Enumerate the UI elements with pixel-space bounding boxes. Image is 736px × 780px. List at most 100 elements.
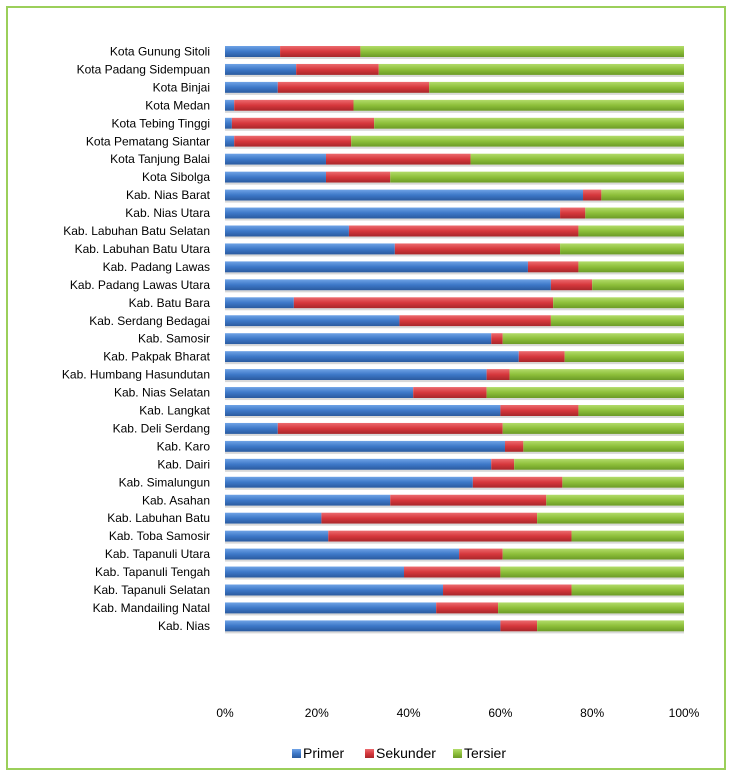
- category-label-kab-labuhan-batu: Kab. Labuhan Batu: [107, 511, 210, 525]
- category-label-kab-simalungun: Kab. Simalungun: [119, 475, 210, 489]
- bar-primer-kab-nias-barat: [225, 189, 584, 201]
- bar-shadow-kota-tebing-tinggi: [225, 128, 684, 131]
- bar-shadow-kab-tapanuli-tengah: [225, 577, 684, 580]
- chart-frame: Kota Gunung Sitoli Kota Padang Sidempuan K…: [6, 6, 726, 770]
- bar-tersier-kab-mandailing-natal: [498, 602, 685, 614]
- bar-primer-kota-sibolga: [225, 171, 326, 183]
- category-label-kab-padang-lawas: Kab. Padang Lawas: [103, 260, 210, 274]
- bar-shadow-kab-padang-lawas: [225, 272, 684, 275]
- category-label-kab-samosir: Kab. Samosir: [138, 332, 210, 346]
- legend-label-sekunder: Sekunder: [376, 745, 436, 761]
- bar-sekunder-kab-labuhan-batu-selatan: [348, 225, 579, 237]
- bar-primer-kota-tanjung-balai: [225, 153, 326, 165]
- bar-shadow-kab-dairi: [225, 469, 684, 472]
- bar-shadow-kab-labuhan-batu-selatan: [225, 236, 684, 239]
- x-tick-20-pct: 20%: [305, 706, 329, 720]
- bar-tersier-kab-tapanuli-selatan: [571, 584, 684, 596]
- category-label-kab-serdang-bedagai: Kab. Serdang Bedagai: [89, 314, 210, 328]
- bar-sekunder-kab-humbang-hasundutan: [486, 369, 510, 381]
- bar-shadow-kota-padang-sidempuan: [225, 74, 684, 77]
- category-label-kab-dairi: Kab. Dairi: [157, 457, 210, 471]
- category-label-kota-tebing-tinggi: Kota Tebing Tinggi: [111, 116, 210, 130]
- bar-shadow-kab-nias: [225, 631, 684, 634]
- bar-sekunder-kota-pematang-siantar: [234, 135, 352, 147]
- bar-shadow-kota-tanjung-balai: [225, 164, 684, 167]
- bar-tersier-kab-labuhan-batu: [537, 512, 684, 524]
- bar-primer-kota-binjai: [225, 81, 278, 93]
- bar-sekunder-kab-asahan: [390, 494, 547, 506]
- category-label-kab-nias-selatan: Kab. Nias Selatan: [114, 386, 210, 400]
- bar-primer-kab-padang-lawas-utara: [225, 279, 551, 291]
- bar-sekunder-kab-padang-lawas-utara: [550, 279, 593, 291]
- category-label-kota-pematang-siantar: Kota Pematang Siantar: [86, 134, 210, 148]
- category-label-kota-gunung-sitoli: Kota Gunung Sitoli: [110, 45, 210, 59]
- bar-shadow-kab-nias-barat: [225, 200, 684, 203]
- bar-tersier-kab-labuhan-batu-selatan: [578, 225, 684, 237]
- bar-tersier-kota-gunung-sitoli: [360, 46, 684, 57]
- bar-shadow-kab-batu-bara: [225, 308, 684, 311]
- bar-primer-kab-batu-bara: [225, 297, 294, 309]
- bar-sekunder-kab-nias: [500, 620, 538, 632]
- legend-swatch-primer: [292, 749, 301, 758]
- bar-primer-kab-samosir: [225, 333, 492, 345]
- bar-sekunder-kota-tebing-tinggi: [231, 117, 375, 129]
- bar-shadow-kab-samosir: [225, 344, 684, 347]
- bar-tersier-kab-simalungun: [562, 476, 685, 488]
- category-label-kota-tanjung-balai: Kota Tanjung Balai: [110, 152, 210, 166]
- bar-sekunder-kab-labuhan-batu-utara: [394, 243, 561, 255]
- x-tick-80-pct: 80%: [580, 706, 604, 720]
- bar-tersier-kab-tapanuli-tengah: [500, 566, 684, 578]
- category-label-kab-toba-samosir: Kab. Toba Samosir: [109, 529, 210, 543]
- bar-shadow-kab-langkat: [225, 416, 684, 418]
- bar-primer-kab-labuhan-batu: [225, 512, 322, 524]
- bar-sekunder-kab-samosir: [491, 333, 503, 345]
- bar-shadow-kab-mandailing-natal: [225, 613, 684, 616]
- bar-sekunder-kota-sibolga: [325, 171, 391, 183]
- bar-tersier-kota-padang-sidempuan: [378, 63, 684, 75]
- category-label-kab-deli-serdang: Kab. Deli Serdang: [113, 421, 210, 435]
- bar-shadow-kab-nias-selatan: [225, 398, 684, 401]
- bar-primer-kab-tapanuli-selatan: [225, 584, 444, 596]
- bar-shadow-kab-nias-utara: [225, 218, 684, 221]
- bar-tersier-kota-tanjung-balai: [470, 153, 685, 165]
- bar-sekunder-kab-labuhan-batu: [321, 512, 538, 524]
- category-label-kab-nias-utara: Kab. Nias Utara: [125, 206, 210, 220]
- bar-tersier-kab-asahan: [546, 494, 684, 506]
- category-label-kab-asahan: Kab. Asahan: [142, 493, 210, 507]
- bar-primer-kab-nias-utara: [225, 207, 561, 219]
- bar-primer-kab-asahan: [225, 494, 391, 506]
- bar-shadow-kab-karo: [225, 451, 684, 454]
- category-label-kota-sibolga: Kota Sibolga: [142, 170, 210, 184]
- bar-primer-kab-tapanuli-utara: [225, 548, 460, 560]
- bar-sekunder-kab-pakpak-bharat: [518, 351, 565, 363]
- bar-tersier-kab-nias-utara: [585, 207, 684, 219]
- bar-shadow-kab-asahan: [225, 505, 684, 508]
- bar-tersier-kab-labuhan-batu-utara: [560, 243, 684, 255]
- bar-sekunder-kab-tapanuli-selatan: [443, 584, 572, 596]
- bar-shadow-kab-serdang-bedagai: [225, 326, 684, 329]
- bar-primer-kab-simalungun: [225, 476, 473, 488]
- bar-primer-kab-karo: [225, 440, 505, 452]
- bar-primer-kab-tapanuli-tengah: [225, 566, 405, 578]
- bar-tersier-kab-batu-bara: [553, 297, 684, 309]
- category-label-kab-nias: Kab. Nias: [158, 619, 210, 633]
- bar-shadow-kab-labuhan-batu: [225, 523, 684, 526]
- x-tick-40-pct: 40%: [397, 706, 421, 720]
- bar-tersier-kab-nias: [537, 620, 684, 632]
- category-label-kab-langkat: Kab. Langkat: [139, 404, 210, 418]
- bar-tersier-kab-nias-selatan: [486, 387, 684, 399]
- bar-sekunder-kab-nias-selatan: [413, 387, 487, 399]
- category-label-kab-labuhan-batu-selatan: Kab. Labuhan Batu Selatan: [63, 224, 210, 238]
- category-label-kab-batu-bara: Kab. Batu Bara: [129, 296, 211, 310]
- bar-sekunder-kab-deli-serdang: [277, 422, 503, 434]
- category-label-kab-tapanuli-tengah: Kab. Tapanuli Tengah: [95, 565, 210, 579]
- category-label-kota-padang-sidempuan: Kota Padang Sidempuan: [77, 62, 210, 76]
- x-tick-0-pct: 0%: [216, 706, 234, 720]
- bar-sekunder-kab-nias-utara: [560, 207, 586, 219]
- bar-tersier-kab-dairi: [514, 458, 684, 470]
- bar-shadow-kab-humbang-hasundutan: [225, 380, 684, 383]
- stacked-bar-chart: Kota Gunung Sitoli Kota Padang Sidempuan K…: [62, 45, 700, 762]
- bar-primer-kota-pematang-siantar: [225, 135, 235, 147]
- category-label-kab-tapanuli-selatan: Kab. Tapanuli Selatan: [93, 583, 210, 597]
- bar-sekunder-kab-karo: [504, 440, 524, 452]
